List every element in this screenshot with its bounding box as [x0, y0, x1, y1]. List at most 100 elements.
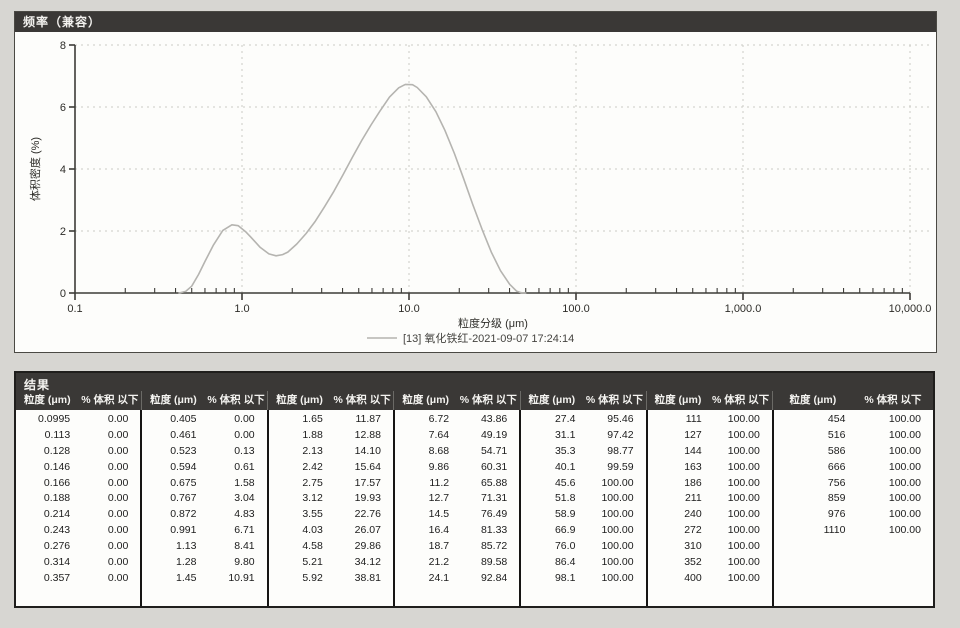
- size-column-header: 粒度 (μm): [150, 394, 197, 406]
- table-row: 18.7 85.72: [395, 539, 519, 555]
- size-value: 35.3: [554, 444, 576, 457]
- pct-below-value: 0.00: [107, 428, 129, 441]
- size-value: 0.0995: [38, 413, 71, 425]
- size-column-header: 粒度 (μm): [23, 394, 71, 406]
- table-row: 0.188 0.00: [16, 491, 140, 507]
- results-group: 454 100.00 516 100.00 586 100.00 666 100.00 756 1…: [771, 410, 933, 606]
- pct-below-value: 85.72: [480, 540, 508, 553]
- pct-below-value: 12.88: [354, 428, 381, 441]
- pct-below-column-header: % 体积 以下: [711, 394, 770, 406]
- size-value: 6.72: [428, 413, 450, 425]
- size-value: 0.188: [43, 492, 71, 505]
- table-row: 3.55 22.76: [269, 507, 393, 523]
- table-row: 58.9 100.00: [521, 507, 645, 523]
- pct-below-value: 100.00: [727, 556, 760, 569]
- pct-below-value: 3.04: [234, 492, 255, 505]
- x-tick-label: 100.0: [562, 303, 590, 315]
- table-row: 4.03 26.07: [269, 523, 393, 539]
- table-row: 66.9 100.00: [521, 523, 645, 539]
- table-row: 7.64 49.19: [395, 428, 519, 444]
- size-value: 163: [684, 460, 702, 473]
- results-panel-title: 结果: [24, 378, 51, 392]
- size-value: 0.594: [170, 460, 197, 473]
- pct-below-value: 17.57: [354, 476, 381, 489]
- distribution-curve: [178, 83, 527, 294]
- pct-below-value: 43.86: [480, 413, 508, 425]
- size-value: 272: [684, 524, 702, 537]
- size-value: 2.13: [302, 444, 323, 457]
- table-row: 35.3 98.77: [521, 444, 645, 460]
- pct-below-value: 0.00: [107, 571, 129, 584]
- table-row: 144 100.00: [648, 444, 772, 460]
- size-value: 4.58: [302, 540, 323, 553]
- size-value: 5.21: [302, 556, 323, 569]
- x-tick-label: 1.0: [234, 303, 249, 315]
- size-value: 186: [684, 476, 702, 489]
- frequency-panel: 频率（兼容） 0 2 4 6 8 0.1 1.0 10.0 100.0 1,000.0 10,000…: [14, 11, 937, 353]
- pct-below-value: 100.00: [601, 476, 634, 489]
- size-value: 11.2: [429, 476, 450, 489]
- size-value: 14.5: [428, 508, 450, 521]
- pct-below-column-header: % 体积 以下: [585, 394, 643, 406]
- results-group-header: 粒度 (μm) % 体积 以下: [16, 391, 141, 410]
- pct-below-value: 0.00: [107, 508, 129, 521]
- size-value: 310: [684, 540, 702, 553]
- table-row: 8.68 54.71: [395, 444, 519, 460]
- table-row: 16.4 81.33: [395, 523, 519, 539]
- pct-below-value: 0.00: [107, 540, 129, 553]
- table-row: 0.675 1.58: [142, 476, 266, 492]
- size-value: 0.767: [170, 492, 197, 505]
- results-group: 6.72 43.86 7.64 49.19 8.68 54.71 9.86 60.31 11.2…: [392, 410, 519, 606]
- table-row: 1110 100.00: [774, 523, 933, 539]
- size-value: 666: [827, 460, 846, 473]
- pct-below-value: 0.61: [234, 460, 255, 473]
- table-row: 21.2 89.58: [395, 555, 519, 571]
- table-row: 0.113 0.00: [16, 428, 140, 444]
- pct-below-value: 26.07: [354, 524, 381, 537]
- pct-below-value: 100.00: [727, 428, 760, 441]
- table-row: 0.0995 0.00: [16, 412, 140, 428]
- pct-below-value: 100.00: [601, 524, 634, 537]
- pct-below-value: 4.83: [234, 508, 255, 521]
- table-row: 86.4 100.00: [521, 555, 645, 571]
- size-value: 0.314: [43, 556, 71, 569]
- size-value: 7.64: [428, 428, 450, 441]
- x-tick-label: 10,000.0: [889, 303, 932, 315]
- results-panel-header: 结果 粒度 (μm)% 体积 以下 粒度 (μm)% 体积 以下 粒度 (μm)% …: [16, 373, 933, 410]
- x-tick-label: 10.0: [398, 303, 419, 315]
- y-tick-label: 6: [60, 102, 66, 114]
- pct-below-column-header: % 体积 以下: [864, 394, 922, 406]
- pct-below-value: 0.00: [234, 413, 255, 425]
- pct-below-value: 99.59: [607, 460, 634, 473]
- table-row: 2.75 17.57: [269, 476, 393, 492]
- pct-below-value: 0.00: [107, 460, 129, 473]
- pct-below-value: 76.49: [480, 508, 508, 521]
- size-value: 21.2: [428, 556, 450, 569]
- size-value: 1.88: [302, 428, 323, 441]
- size-value: 16.4: [428, 524, 450, 537]
- size-value: 400: [684, 571, 702, 584]
- table-row: 516 100.00: [774, 428, 933, 444]
- results-group: 27.4 95.46 31.1 97.42 35.3 98.77 40.1 99.59 45.6…: [519, 410, 645, 606]
- table-row: 0.523 0.13: [142, 444, 266, 460]
- table-row: 756 100.00: [774, 476, 933, 492]
- table-row: 0.872 4.83: [142, 507, 266, 523]
- table-row: 40.1 99.59: [521, 460, 645, 476]
- pct-below-value: 100.00: [601, 540, 634, 553]
- pct-below-value: 14.10: [354, 444, 381, 457]
- pct-below-value: 100.00: [888, 460, 921, 473]
- size-value: 1.65: [302, 413, 323, 425]
- size-value: 756: [827, 476, 846, 489]
- pct-below-value: 8.41: [234, 540, 255, 553]
- pct-below-value: 100.00: [888, 413, 921, 425]
- pct-below-value: 100.00: [727, 460, 760, 473]
- pct-below-value: 60.31: [480, 460, 508, 473]
- table-row: 163 100.00: [648, 460, 772, 476]
- size-value: 240: [684, 508, 702, 521]
- pct-below-value: 100.00: [727, 571, 760, 584]
- size-value: 0.991: [170, 524, 197, 537]
- table-row: 51.8 100.00: [521, 491, 645, 507]
- table-row: 186 100.00: [648, 476, 772, 492]
- table-row: 211 100.00: [648, 491, 772, 507]
- size-value: 0.523: [170, 444, 197, 457]
